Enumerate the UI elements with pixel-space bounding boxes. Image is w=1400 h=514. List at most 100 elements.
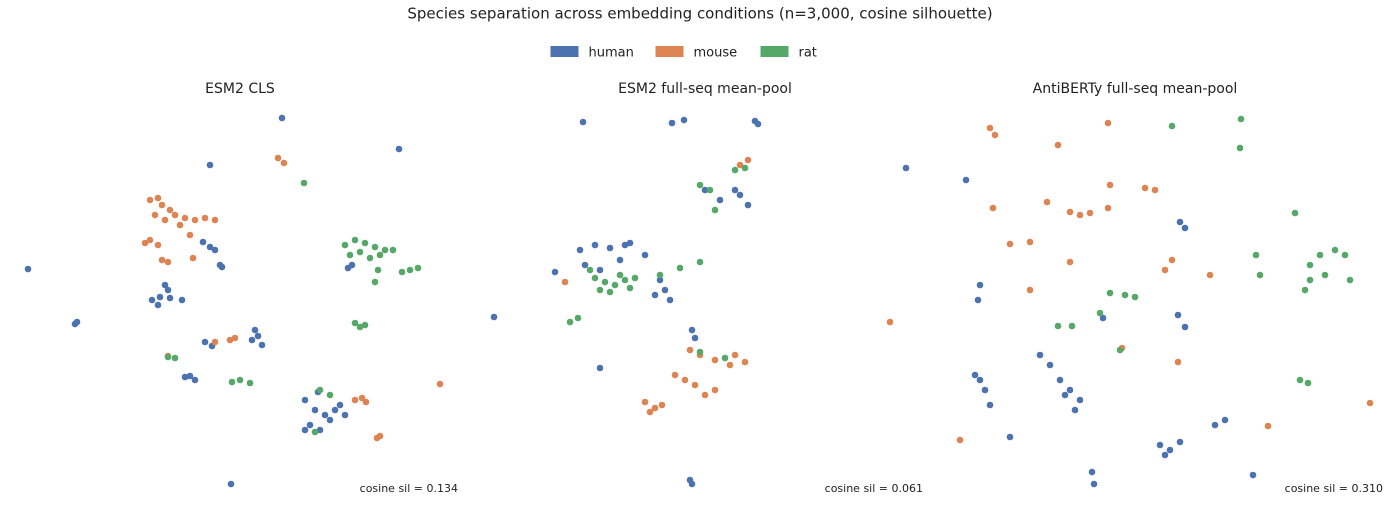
point [376,432,384,440]
point [736,191,744,199]
point [1256,271,1264,279]
point [326,416,334,424]
point [671,371,679,379]
point [406,266,414,274]
point [1096,309,1104,317]
point [1221,416,1229,424]
point [726,361,734,369]
point [301,396,309,404]
point [395,145,403,153]
point [156,293,164,301]
point [164,258,172,266]
point [1006,240,1014,248]
point [1176,438,1184,446]
point [1161,451,1169,459]
point [1181,323,1189,331]
point [206,161,214,169]
point [656,271,664,279]
point [1141,184,1149,192]
point [566,318,574,326]
point [171,211,179,219]
point [696,181,704,189]
point [158,201,166,209]
point [701,186,709,194]
point [1066,386,1074,394]
point [371,278,379,286]
point [1006,433,1014,441]
point [731,186,739,194]
point [731,351,739,359]
point [974,296,982,304]
point [626,239,634,247]
point [358,394,366,402]
point [676,264,684,272]
point [681,376,689,384]
point [186,372,194,380]
point [1151,186,1159,194]
point [976,376,984,384]
point [716,196,724,204]
point [436,380,444,388]
point [227,480,235,488]
point [1366,399,1374,407]
point [154,301,162,309]
point [254,332,262,340]
point [311,428,319,436]
point [971,371,979,379]
point [989,204,997,212]
point [356,248,364,256]
point [744,156,752,164]
point [601,278,609,286]
point [1237,115,1245,123]
point [651,404,659,412]
point [1174,358,1182,366]
point [414,264,422,272]
point [586,266,594,274]
panel-annotation: cosine sil = 0.310 [1285,482,1383,495]
point [171,354,179,362]
point [646,408,654,416]
point [686,346,694,354]
legend-swatch [760,46,789,57]
point [711,206,719,214]
point [691,334,699,342]
point [744,201,752,209]
point [1296,376,1304,384]
point [146,196,154,204]
point [344,264,352,272]
point [1181,224,1189,232]
point [1168,256,1176,264]
point [616,271,624,279]
point [1104,119,1112,127]
point [181,214,189,222]
point [341,241,349,249]
point [366,254,374,262]
point [148,296,156,304]
point [154,194,162,202]
point [311,406,319,414]
point [1076,211,1084,219]
point [306,421,314,429]
point [741,358,749,366]
point [73,318,81,326]
point [1252,251,1260,259]
legend-label: mouse [694,46,738,61]
point [902,164,910,172]
point [341,411,349,419]
point [351,236,359,244]
point [1156,441,1164,449]
point [616,256,624,264]
point [278,114,286,122]
point [1331,246,1339,254]
point [606,288,614,296]
point [956,436,964,444]
point [490,313,498,321]
point [1104,204,1112,212]
point [1321,271,1329,279]
point [251,326,259,334]
point [981,386,989,394]
point [1116,346,1124,354]
point [1264,422,1272,430]
point [1088,468,1096,476]
